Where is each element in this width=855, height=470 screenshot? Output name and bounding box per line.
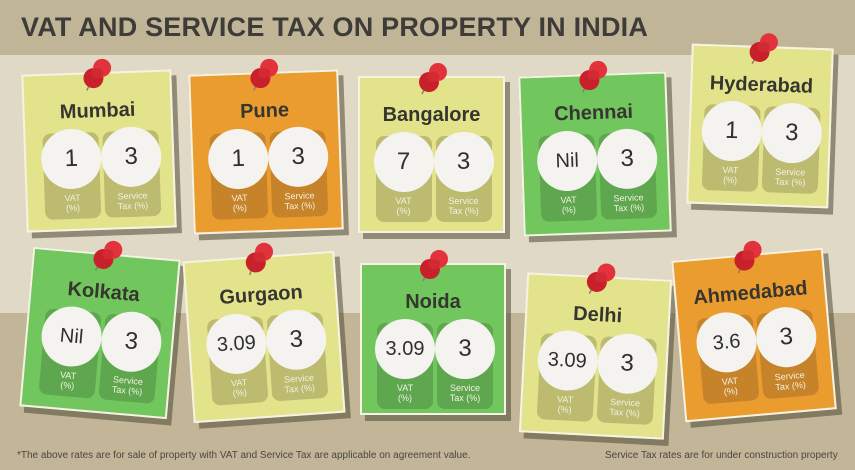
service-tax-box: 3 Service Tax (%) [267,125,330,218]
vat-label: VAT (%) [560,194,577,216]
push-pin-icon [89,238,126,275]
page-title: VAT AND SERVICE TAX ON PROPERTY IN INDIA [21,12,649,42]
note-card-delhi: Delhi 3.09 VAT (%) 3 Service Tax (%) [518,263,673,440]
service-tax-value: 3 [596,127,659,190]
service-tax-label: Service Tax (%) [284,190,316,212]
vat-box: 1 VAT (%) [40,127,103,220]
city-name: Mumbai [59,98,136,124]
vat-box: Nil VAT (%) [38,304,105,399]
note-card-kolkata: Kolkata Nil VAT (%) 3 Service Tax (%) [19,240,181,420]
city-name: Noida [405,291,461,313]
footnote-agreement-value: *The above rates are for sale of propert… [17,450,471,461]
vat-label: VAT (%) [722,164,739,186]
vat-value: 1 [40,127,103,191]
vat-box: 3.09 VAT (%) [204,311,269,406]
vat-label: VAT (%) [59,369,77,391]
service-tax-box: 3 Service Tax (%) [433,132,494,222]
vat-box: Nil VAT (%) [536,129,599,222]
vat-label: VAT (%) [721,375,739,397]
vat-box: 1 VAT (%) [207,127,270,220]
service-tax-label: Service Tax (%) [117,190,149,212]
push-pin-icon [730,239,767,276]
service-tax-label: Service Tax (%) [609,396,641,419]
service-tax-value: 3 [435,319,495,379]
service-tax-value: 3 [264,307,329,372]
service-tax-value: 3 [100,125,163,188]
service-tax-box: 3 Service Tax (%) [98,309,164,404]
note-card-mumbai: Mumbai 1 VAT (%) 3 Service Tax (%) [21,58,177,233]
push-pin-icon [80,57,115,92]
vat-value: 3.09 [375,319,435,379]
service-tax-box: 3 Service Tax (%) [760,102,823,195]
vat-box: 3.09 VAT (%) [535,328,599,422]
city-name: Bangalore [382,104,481,126]
vat-value: Nil [39,304,105,370]
city-name: Delhi [572,302,623,328]
push-pin-icon [583,261,619,297]
note-card-noida: Noida 3.09 VAT (%) 3 Service Tax (%) [360,250,506,415]
service-tax-label: Service Tax (%) [774,166,806,188]
service-tax-box: 3 Service Tax (%) [264,307,329,402]
service-tax-label: Service Tax (%) [111,374,144,397]
service-tax-box: 3 Service Tax (%) [435,319,495,409]
vat-value: 3.09 [204,311,269,376]
note-card-bangalore: Bangalore 7 VAT (%) 3 Service Tax (%) [358,63,505,233]
service-tax-label: Service Tax (%) [449,383,481,403]
city-name: Pune [239,99,290,123]
vat-value: 1 [700,99,763,163]
vat-label: VAT (%) [556,394,574,415]
vat-value: 3.6 [694,309,760,375]
push-pin-icon [417,249,451,283]
vat-value: 7 [373,132,434,192]
vat-label: VAT (%) [64,192,81,214]
vat-label: VAT (%) [395,196,412,216]
city-name: Hyderabad [709,72,814,98]
vat-box: 3.09 VAT (%) [375,319,435,409]
vat-box: 1 VAT (%) [700,99,763,192]
vat-label: VAT (%) [231,192,248,214]
note-card-ahmedabad: Ahmedabad 3.6 VAT (%) 3 Service Tax (%) [671,240,837,423]
note-card-hyderabad: Hyderabad 1 VAT (%) 3 Service Tax (%) [686,33,834,209]
city-name: Kolkata [66,278,141,307]
service-tax-value: 3 [753,304,819,370]
note-card-pune: Pune 1 VAT (%) 3 Service Tax (%) [188,58,344,235]
service-tax-box: 3 Service Tax (%) [753,304,820,400]
service-tax-label: Service Tax (%) [283,372,316,395]
service-tax-value: 3 [267,125,330,188]
push-pin-icon [247,57,282,92]
push-pin-icon [746,31,781,66]
note-card-gurgaon: Gurgaon 3.09 VAT (%) 3 Service Tax (%) [182,242,346,424]
service-tax-label: Service Tax (%) [774,369,807,393]
push-pin-icon [416,62,450,96]
service-tax-label: Service Tax (%) [448,196,479,216]
city-name: Gurgaon [218,281,304,309]
vat-value: 3.09 [535,328,599,393]
vat-value: Nil [536,129,599,193]
vat-label: VAT (%) [396,383,414,403]
service-tax-value: 3 [98,309,164,375]
vat-box: 3.6 VAT (%) [694,309,760,405]
vat-value: 1 [207,127,270,191]
footnote-under-construction: Service Tax rates are for under construc… [605,450,838,461]
service-tax-box: 3 Service Tax (%) [596,127,659,220]
city-name: Chennai [553,100,634,126]
push-pin-icon [241,241,277,277]
push-pin-icon [576,59,611,94]
note-card-chennai: Chennai Nil VAT (%) 3 Service Tax (%) [518,60,672,237]
vat-box: 7 VAT (%) [373,132,434,222]
service-tax-label: Service Tax (%) [613,192,645,214]
service-tax-value: 3 [433,132,494,192]
service-tax-box: 3 Service Tax (%) [100,125,163,218]
service-tax-value: 3 [595,332,659,396]
vat-label: VAT (%) [230,377,248,399]
service-tax-value: 3 [760,102,823,165]
service-tax-box: 3 Service Tax (%) [595,332,659,426]
city-name: Ahmedabad [692,277,809,310]
